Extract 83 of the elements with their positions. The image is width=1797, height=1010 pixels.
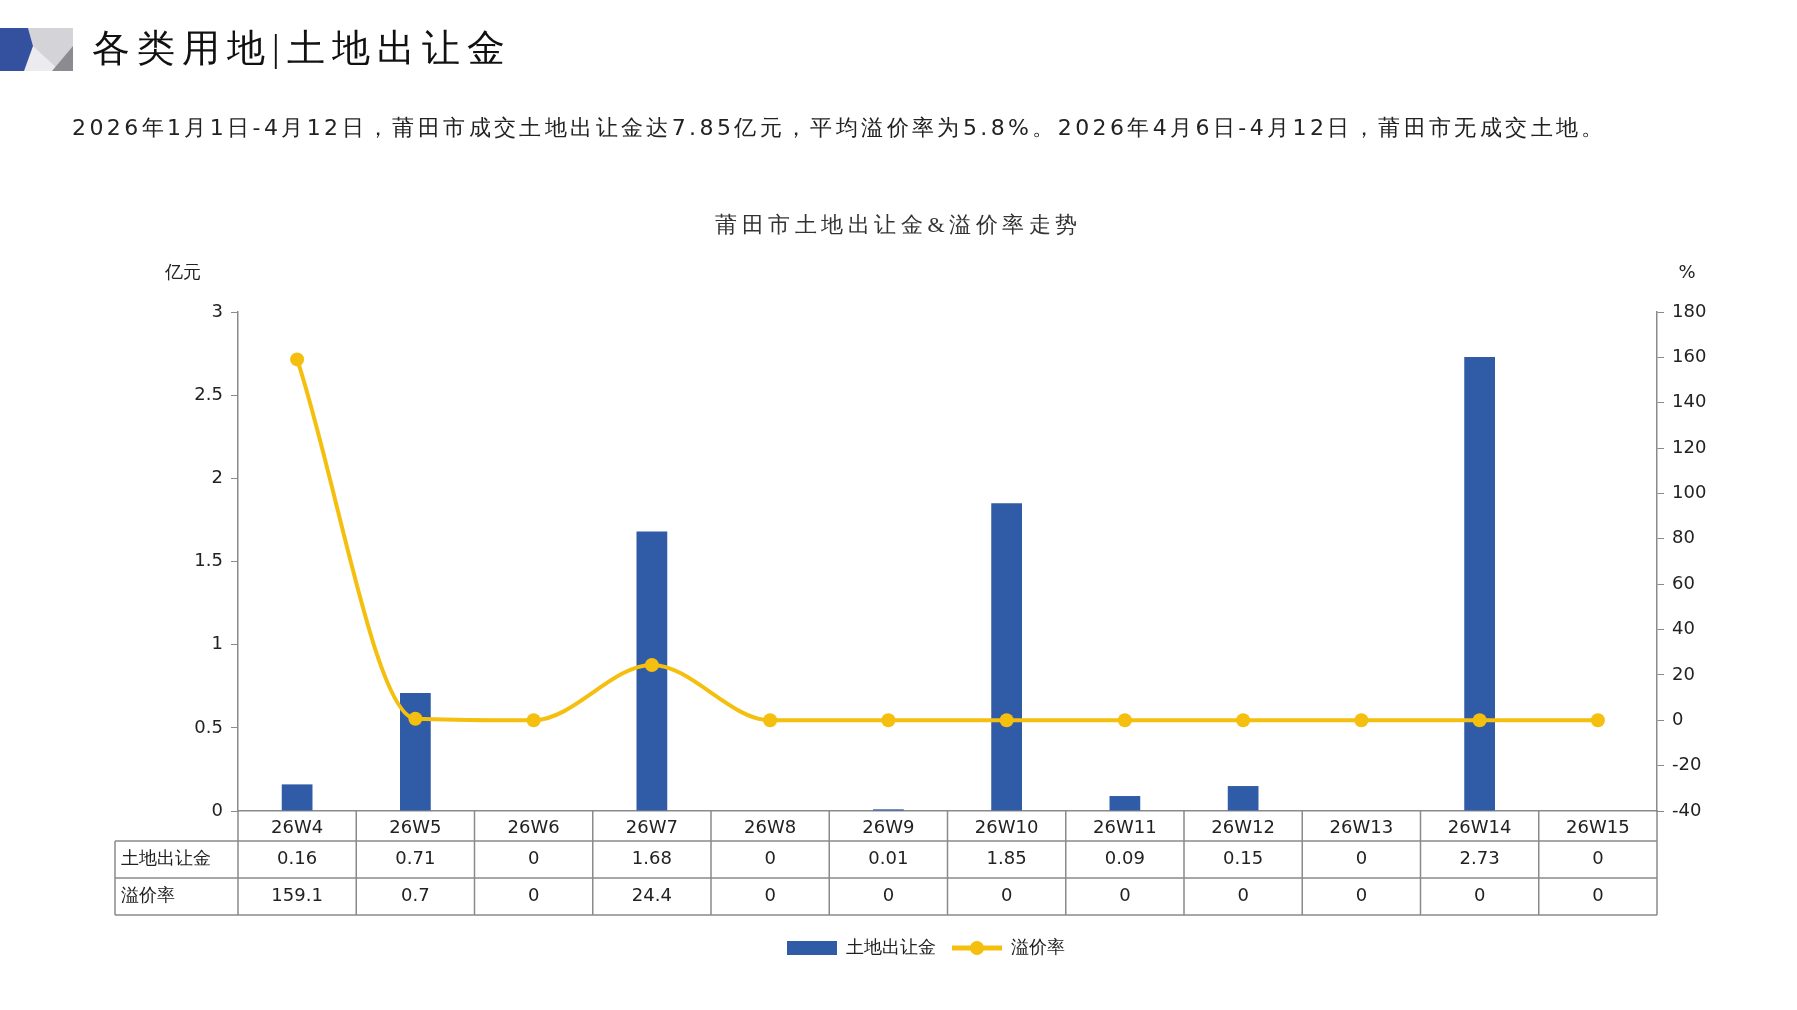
y-tick-label: 1 <box>211 632 223 654</box>
text: 土地出让金 <box>121 847 211 869</box>
y2-tick-label: 20 <box>1672 662 1695 684</box>
y2-tick-label: 40 <box>1672 617 1695 639</box>
bar <box>1109 796 1141 811</box>
data-label: 159.1 <box>271 884 323 906</box>
x-tick-label: 26W15 <box>1566 816 1630 838</box>
point <box>1236 713 1251 728</box>
data-label: 0.09 <box>1104 847 1145 869</box>
point <box>1117 713 1132 728</box>
point <box>763 713 778 728</box>
data-label: 0.16 <box>277 847 318 869</box>
x-tick-label: 26W12 <box>1211 816 1275 838</box>
y2-tick-label: 0 <box>1672 707 1684 729</box>
chart-title: 各类用地|土地出让金 <box>92 26 512 71</box>
data-label: 0 <box>1355 884 1368 906</box>
point <box>408 711 423 726</box>
chart-subtitle: 2026年1月1日-4月12日，莆田市成交土地出让金达7.85亿元，平均溢价率为5.8%。2026年4月6日-4月12日，莆田市无成交土地。 <box>72 114 1607 142</box>
bar <box>281 784 313 811</box>
data-label: 0.15 <box>1223 847 1264 869</box>
y2-tick-label: 160 <box>1672 345 1707 367</box>
point <box>999 713 1014 728</box>
data-label: 0.71 <box>395 847 436 869</box>
x-tick-label: 26W11 <box>1093 816 1157 838</box>
point <box>1472 713 1487 728</box>
point <box>881 713 896 728</box>
legend-label: 土地出让金 <box>846 935 936 957</box>
y-tick-label: 0.5 <box>194 715 223 737</box>
point <box>290 352 305 367</box>
y2-tick-label: 60 <box>1672 571 1695 593</box>
x-tick-label: 26W13 <box>1329 816 1394 838</box>
x-tick-label: 26W4 <box>271 816 324 838</box>
y2-tick-label: -20 <box>1672 753 1702 775</box>
data-label: 0 <box>1000 884 1013 906</box>
text: 溢价率 <box>121 884 175 906</box>
data-label: 0 <box>1237 884 1249 906</box>
point <box>1590 713 1605 728</box>
legend-label: 溢价率 <box>1011 935 1065 957</box>
y-tick-label: 0 <box>211 798 223 820</box>
y2-tick-label: 80 <box>1672 526 1695 548</box>
data-label: 0 <box>764 884 776 906</box>
data-label: 0 <box>1355 847 1368 869</box>
data-label: 1.85 <box>986 847 1027 869</box>
data-label: 0 <box>527 884 540 906</box>
text: 莆田市土地出让金&溢价率走势 <box>714 211 1083 239</box>
data-label: 0 <box>1592 847 1604 869</box>
y2-axis-title: % <box>1678 260 1696 282</box>
y-axis-title: 亿元 <box>164 260 201 282</box>
data-label: 0 <box>764 847 776 869</box>
data-label: 0 <box>1592 884 1604 906</box>
bar <box>991 503 1022 811</box>
bar <box>1464 356 1495 811</box>
x-tick-label: 26W10 <box>974 816 1039 838</box>
bar <box>1227 786 1259 811</box>
data-label: 0.01 <box>868 847 909 869</box>
x-tick-label: 26W14 <box>1447 816 1512 838</box>
point <box>644 657 659 672</box>
x-tick-label: 26W5 <box>389 816 442 838</box>
data-label: 0 <box>1119 884 1131 906</box>
y2-tick-label: 120 <box>1672 435 1707 457</box>
data-label: 1.68 <box>631 847 672 869</box>
data-label: 24.4 <box>631 884 672 906</box>
point <box>1354 713 1369 728</box>
y-tick-label: 2.5 <box>194 382 223 404</box>
y2-tick-label: 140 <box>1672 390 1707 412</box>
data-label: 2.73 <box>1459 847 1500 869</box>
y2-tick-label: 100 <box>1672 481 1707 503</box>
data-label: 0 <box>1473 884 1486 906</box>
y2-tick-label: 180 <box>1672 299 1707 321</box>
bar <box>400 692 431 811</box>
x-tick-label: 26W8 <box>744 816 797 838</box>
data-label: 0 <box>882 884 895 906</box>
x-tick-label: 26W7 <box>625 816 678 838</box>
data-label: 0.7 <box>401 884 430 906</box>
point <box>526 713 541 728</box>
x-tick-label: 26W6 <box>507 816 560 838</box>
y-tick-label: 2 <box>211 466 223 488</box>
y-tick-label: 1.5 <box>194 549 223 571</box>
bar <box>636 531 668 811</box>
x-tick-label: 26W9 <box>862 816 915 838</box>
y-tick-label: 3 <box>211 299 223 321</box>
data-label: 0 <box>527 847 540 869</box>
y2-tick-label: -40 <box>1672 798 1702 820</box>
